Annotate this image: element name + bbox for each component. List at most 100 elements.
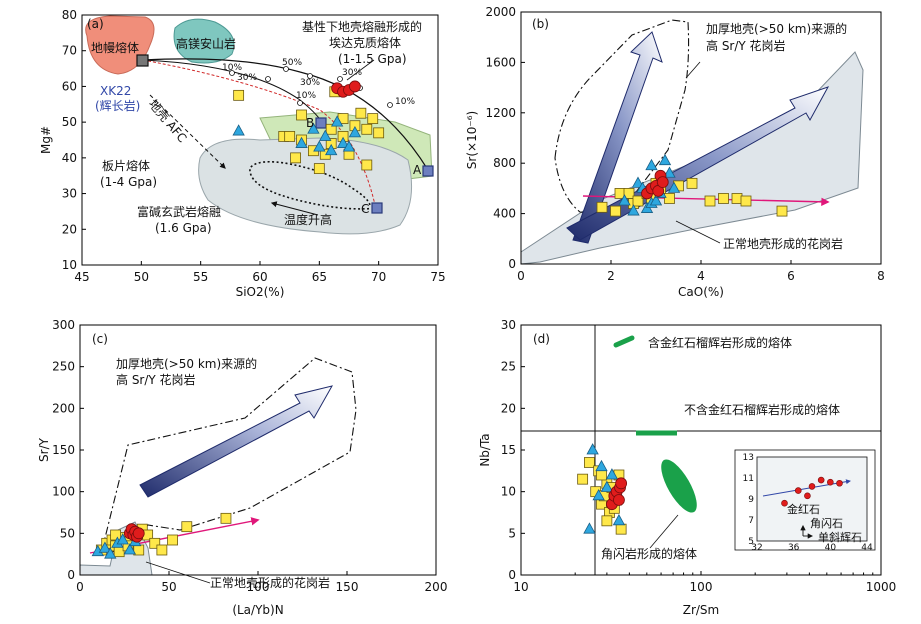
thick-crust-arrow-c: [139, 385, 333, 498]
square-point: [610, 205, 621, 217]
xk22-label: XK22: [100, 84, 131, 98]
y-tick-label: 20: [501, 401, 516, 415]
amphibolite-melt-label: 角闪岩形成的熔体: [601, 546, 697, 561]
thick-crust-label-b: 加厚地壳(>50 km)来源的: [706, 21, 847, 36]
square-point: [361, 159, 373, 171]
high-mg-andesite-label: 高镁安山岩: [176, 36, 236, 51]
square-point: [584, 457, 595, 468]
inset-circle-point: [836, 479, 843, 487]
panel-c: 0 50 100 150 200 0 50 100 150 200 250 300 (c) 加厚地壳(…: [37, 318, 447, 617]
y-tick-label: 40: [62, 151, 77, 165]
square-point: [601, 515, 613, 527]
square-point: [313, 163, 325, 174]
circle-point: [349, 80, 361, 93]
x-tick-label: 50: [134, 270, 149, 284]
square-point: [220, 512, 232, 524]
x-tick-label: 100: [247, 580, 270, 594]
thick-leader-b: [685, 61, 701, 79]
y-tick-label: 800: [493, 156, 516, 170]
k-basalt-pressure-label: (1.6 Gpa): [155, 221, 212, 235]
k-basalt-label: 富碱玄武岩熔融: [137, 204, 221, 219]
afc-label: 地壳 AFC: [146, 97, 190, 145]
panel-label-a: (a): [87, 17, 104, 31]
adakite-leader: [346, 59, 375, 81]
triangle-point: [600, 480, 614, 492]
square-point: [596, 469, 607, 481]
x-axis-title-b: CaO(%): [678, 285, 724, 299]
rutile-bar: [613, 335, 635, 348]
k-basalt-melt-loop: [249, 160, 379, 210]
pct-30c: 30%: [342, 68, 362, 78]
mixing-curve-red: [142, 59, 376, 206]
normal-leader-b: [675, 220, 721, 244]
inset-y-tick-label: 5: [748, 537, 754, 547]
x-tick-label: 2: [607, 269, 615, 283]
x-tick-label: 8: [877, 269, 885, 283]
triangle-point: [618, 194, 631, 206]
square-point: [361, 123, 373, 135]
y-tick-label: 300: [52, 318, 75, 332]
y-axis-title-c: Sr/Y: [37, 437, 51, 462]
y-tick-label: 60: [62, 79, 77, 93]
inset-trend: [762, 479, 851, 497]
triangle-point: [116, 533, 129, 545]
panel-d: 金红石 角闪石 单斜辉石 32 36 40 44 5 7 9 11 13 10 100 1000 0 5…: [478, 318, 896, 617]
triangle-point: [595, 459, 608, 472]
square-point: [632, 195, 644, 207]
x-tick-label: 200: [425, 580, 448, 594]
y-tick-label: 15: [501, 443, 516, 457]
inset-cpx-label: 单斜辉石: [818, 531, 862, 544]
square-point: [615, 523, 627, 535]
square-point: [110, 529, 121, 541]
pct-10c: 10%: [395, 97, 415, 107]
y-tick-label: 1600: [485, 55, 516, 69]
circle-point: [613, 494, 625, 506]
inset-circle-point: [781, 499, 788, 507]
triangle-point: [348, 126, 362, 138]
triangle-point: [342, 140, 356, 152]
inset-y-tick-label: 9: [748, 495, 754, 505]
y-tick-label: 50: [60, 526, 75, 540]
square-point: [577, 473, 589, 485]
x-tick-label: 4: [697, 269, 705, 283]
y-tick-label: 0: [508, 568, 516, 582]
panel-b: 0 2 4 6 8 0 400 800 1200 1600 2000 (b) 加厚地壳(>50 km…: [465, 5, 885, 299]
triangle-point: [658, 153, 672, 166]
y-tick-label: 0: [508, 257, 516, 271]
square-point: [776, 205, 788, 217]
square-point: [149, 537, 161, 549]
normal-leader-c: [145, 561, 211, 584]
y-tick-label: 10: [501, 485, 516, 499]
circle-point: [132, 527, 145, 540]
point-b-label: B: [306, 116, 314, 130]
x-tick-label: 65: [312, 270, 327, 284]
triangle-point: [649, 194, 663, 206]
x-axis-title-a: SiO2(%): [236, 285, 285, 299]
amph-leader: [649, 514, 679, 549]
inset-amph-label: 角闪石: [810, 516, 843, 530]
square-point: [731, 193, 743, 204]
square-point: [290, 152, 302, 164]
x-tick-label: 6: [787, 269, 795, 283]
no-rutile-eclogite-label: 不含金红石榴辉岩形成的熔体: [684, 402, 840, 417]
square-point: [596, 201, 608, 213]
triangle-point: [104, 547, 117, 559]
y-axis-title-a: Mg#: [39, 126, 53, 154]
square-point: [740, 195, 752, 207]
triangle-point: [123, 543, 137, 555]
mixing-curve-b: [142, 59, 323, 123]
y-tick-label: 1200: [485, 106, 516, 120]
temp-arrow: [270, 201, 319, 216]
panel-label-d: (d): [533, 332, 550, 346]
x-tick-label: 45: [74, 270, 89, 284]
slab-melt-label: 板片熔体: [102, 158, 150, 173]
adakite-label: 埃达克质熔体: [329, 35, 401, 50]
x-axis-title-d: Zr/Sm: [683, 603, 720, 617]
x-tick-label: 0: [517, 269, 525, 283]
y-tick-label: 100: [52, 485, 75, 499]
inset-y-tick-label: 11: [743, 474, 754, 484]
triangle-point: [627, 204, 640, 216]
adakite-pressure-label: (1-1.5 Gpa): [338, 52, 407, 66]
